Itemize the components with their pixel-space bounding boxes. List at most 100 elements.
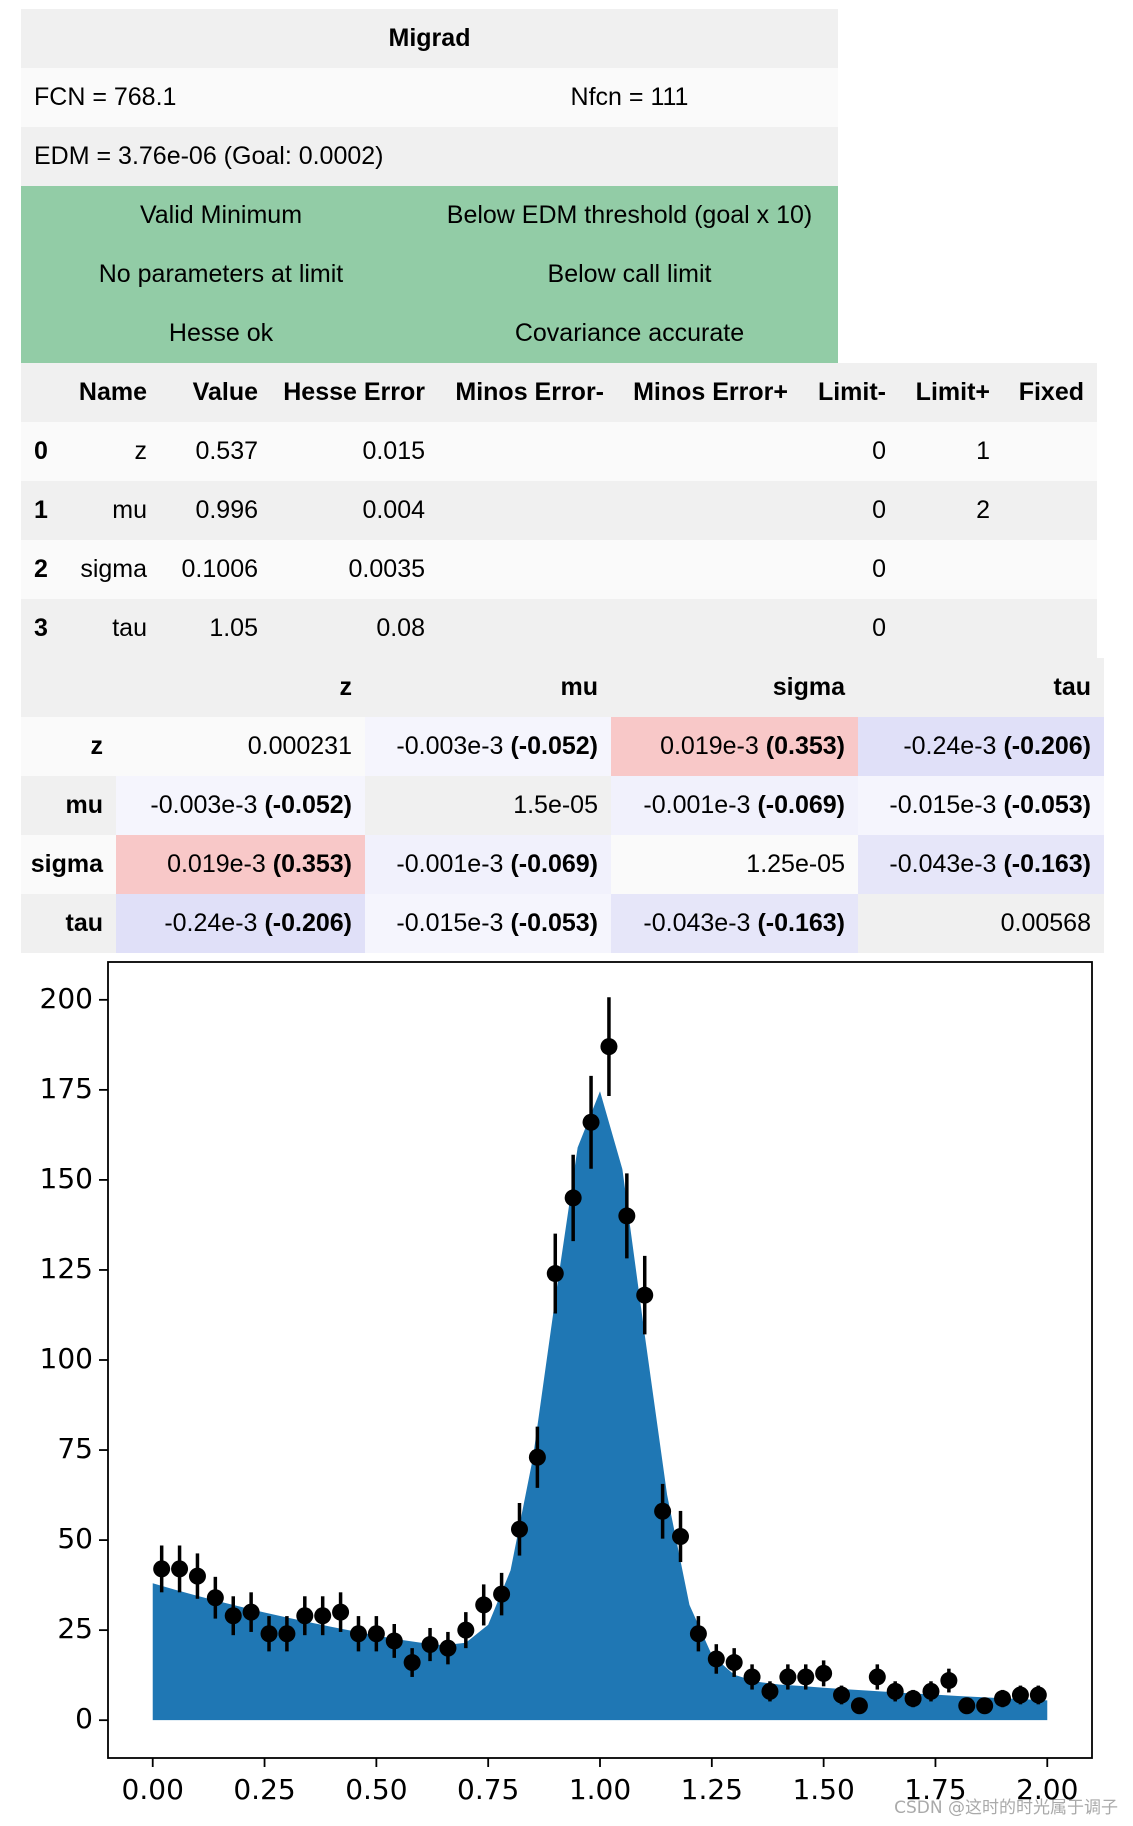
cell-text: 0.08 [376,614,425,642]
correlation: (-0.206) [264,909,352,937]
edm: EDM = 3.76e-06 (Goal: 0.0002) [21,127,838,186]
correlation: (0.353) [272,850,352,878]
cell-text: 0.00568 [1000,909,1091,937]
x-tick-label: 1.50 [792,1773,854,1806]
x-tick-label: 1.00 [569,1773,631,1806]
cell-text: 0 [872,437,886,465]
correlation: (-0.069) [510,850,598,878]
param-cell: 1.05 [160,599,271,658]
param-cell: z [61,422,160,481]
cell-text: z [339,673,353,701]
cov-cell: -0.015e-3 (-0.053) [365,894,611,953]
data-point [582,1113,600,1131]
param-cell: 0 [801,481,899,540]
data-point [743,1668,761,1686]
cell-text: 0.996 [195,496,258,524]
cov-cell: 0.019e-3 (0.353) [611,717,858,776]
cell-text: tau [112,614,147,642]
param-header: Hesse Error [271,363,438,422]
correlation: (-0.053) [1003,791,1091,819]
y-tick-label: 50 [57,1522,93,1555]
param-cell [899,540,1003,599]
param-cell: 0 [801,422,899,481]
cell-text: Fixed [1018,378,1084,406]
status: Covariance accurate [421,304,838,363]
param-cell [617,481,801,540]
param-index: 3 [21,599,61,658]
cov-header [21,658,116,717]
data-point [510,1520,528,1538]
cov-cell: -0.24e-3 (-0.206) [858,717,1104,776]
correlation: (-0.052) [264,791,352,819]
data-point [868,1668,886,1686]
data-point [439,1639,457,1657]
cell-text: 1 [34,496,48,524]
status: Below EDM threshold (goal x 10) [421,186,838,245]
cov-row-name: z [21,717,116,776]
cell-text: Hesse ok [168,319,274,347]
cov-header: tau [858,658,1104,717]
data-point [188,1567,206,1585]
cov-cell: 1.25e-05 [611,835,858,894]
cov-cell: 0.000231 [116,717,365,776]
param-cell: 0.0035 [271,540,438,599]
status: Below call limit [421,245,838,304]
cell-text: 0 [872,496,886,524]
cell-text: -0.003e-3 [150,791,258,819]
param-cell [617,422,801,481]
data-point [761,1682,779,1700]
data-point [707,1650,725,1668]
cell-text: 0 [34,437,48,465]
cell-text: 0.1006 [181,555,258,583]
param-cell [438,599,617,658]
cell-text: Nfcn = 111 [570,83,689,111]
cell-text: -0.015e-3 [396,909,504,937]
data-point [421,1636,439,1654]
correlation: (-0.069) [757,791,845,819]
param-cell: tau [61,599,160,658]
correlation: (-0.163) [757,909,845,937]
cell-text: -0.015e-3 [889,791,997,819]
cov-cell: 0.00568 [858,894,1104,953]
cov-cell: -0.015e-3 (-0.053) [858,776,1104,835]
data-point [528,1448,546,1466]
cov-cell: 1.5e-05 [365,776,611,835]
data-point [994,1690,1012,1708]
cell-text: 0 [872,614,886,642]
y-tick-label: 125 [40,1252,93,1285]
data-point [886,1682,904,1700]
param-cell: 0.015 [271,422,438,481]
data-point [171,1560,189,1578]
cell-text: 2 [34,555,48,583]
param-cell [1003,481,1097,540]
param-cell: 0.004 [271,481,438,540]
param-cell [899,599,1003,658]
param-cell: mu [61,481,160,540]
param-cell: 0 [801,599,899,658]
correlation: (-0.053) [510,909,598,937]
cell-text: 0.000231 [247,732,352,760]
data-point [618,1207,636,1225]
cell-text: 0.537 [195,437,258,465]
nfcn: Nfcn = 111 [421,68,838,127]
param-cell [1003,599,1097,658]
x-tick-label: 0.00 [122,1773,184,1806]
data-point [332,1603,350,1621]
correlation: (-0.052) [510,732,598,760]
data-point [689,1625,707,1643]
param-header: Minos Error+ [617,363,801,422]
cell-text: sigma [30,850,103,878]
param-cell [617,540,801,599]
cell-text: 0.0035 [348,555,425,583]
x-tick-label: 0.50 [345,1773,407,1806]
cell-text: Minos Error+ [633,378,788,406]
x-tick-label: 1.75 [904,1773,966,1806]
data-point [958,1697,976,1715]
cov-cell: -0.043e-3 (-0.163) [858,835,1104,894]
status: Valid Minimum [21,186,421,245]
cell-text: 0.004 [362,496,425,524]
cell-text: -0.24e-3 [164,909,258,937]
cell-text: z [134,437,148,465]
